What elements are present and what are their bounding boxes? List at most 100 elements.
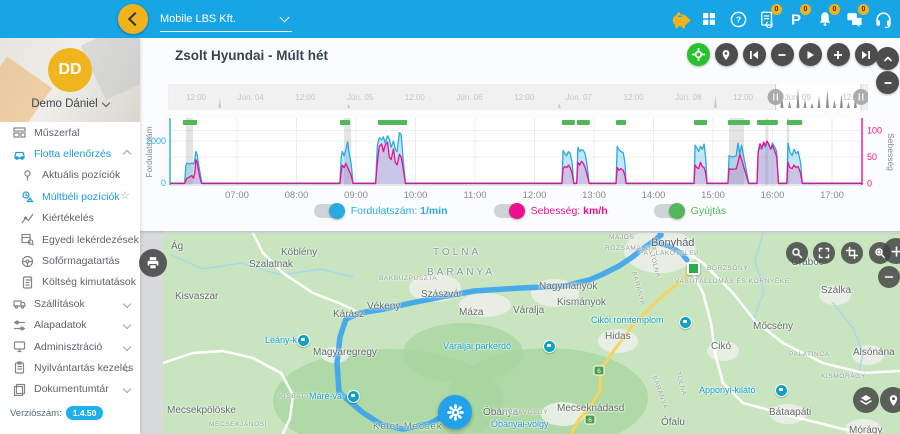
avatar[interactable]: DD	[48, 48, 92, 92]
map-label: PALATINCA	[789, 351, 830, 358]
map-pin-icon	[889, 394, 897, 406]
panel-collapse-button[interactable]	[876, 47, 899, 70]
current-position-icon	[21, 169, 34, 182]
route-polyline[interactable]	[334, 233, 690, 432]
timeline-navigator[interactable]: 12:00 Jún. 04 12:00 Jún. 05 12:00 Jún. 06 12:0…	[168, 84, 868, 110]
sidebar-item-muszerfal[interactable]: Műszerfal	[0, 122, 140, 143]
route-end-marker[interactable]	[687, 262, 700, 275]
sidebar-item-dokumentumtar[interactable]: Dokumentumtár	[0, 379, 140, 400]
sidebar-item-alapadatok[interactable]: Alapadatok	[0, 315, 140, 336]
svg-text:?: ?	[735, 14, 740, 24]
skip-to-end-button[interactable]	[854, 43, 878, 66]
top-bar: Mobile LBS Kft. ? 0 P 0 0 0	[0, 0, 900, 38]
sidebar-item-soformagatartas[interactable]: Sofőrmagatartás	[0, 250, 140, 271]
map-fullscreen-button[interactable]	[813, 242, 835, 264]
chart-panel: Zsolt Hyundai - Múlt hét 12:00 Jún. 04 12:…	[140, 38, 900, 231]
ignition-toggle[interactable]	[653, 203, 685, 219]
sidebar-item-adminisztracio[interactable]: Adminisztráció	[0, 336, 140, 357]
svg-text:6: 6	[588, 417, 592, 424]
map-label: Szalatnak	[249, 259, 293, 270]
chevron-left-icon	[127, 11, 142, 27]
map-label: Leány-kő	[265, 335, 303, 345]
sidebar-item-kiertekeles[interactable]: Kiértékelés	[0, 208, 140, 229]
notifications-button[interactable]: 0	[814, 4, 840, 30]
print-button[interactable]	[139, 249, 167, 277]
sidebar-item-egyedi-lekerdezesek[interactable]: Egyedi lekérdezések	[0, 229, 140, 250]
collapse-sidebar-button[interactable]	[118, 4, 148, 34]
evaluation-icon	[21, 212, 34, 225]
administration-icon	[13, 340, 26, 353]
sidebar-item-szallitasok[interactable]: Szállítások	[0, 293, 140, 314]
x-axis-tick: 07:00	[225, 190, 249, 201]
truck-icon	[13, 297, 26, 310]
user-menu[interactable]: Demo Dániel	[0, 98, 140, 110]
navigator-tick: Jún. 04	[238, 93, 265, 102]
map-zoom-out-button[interactable]	[878, 266, 900, 288]
sidebar-item-aktualis-poziciok[interactable]: Aktuális pozíciók	[0, 165, 140, 186]
sidebar-item-flotta-ellenorzes[interactable]: Flotta ellenőrzés	[0, 143, 140, 164]
road-shield: 6	[593, 365, 605, 376]
panel-minimize-button[interactable]	[876, 71, 899, 94]
documents-badge: 0	[771, 4, 782, 15]
poi-camera-icon[interactable]	[775, 384, 788, 397]
play-button[interactable]	[798, 43, 822, 66]
poi-camera-icon[interactable]	[297, 334, 310, 347]
version-badge: 1.4.50	[65, 406, 104, 420]
apps-grid-button[interactable]	[698, 8, 720, 30]
speed-rpm-chart[interactable]: 07:00 08:00 09:00 10:00 11:00 12:00 13:00 14:00…	[140, 112, 900, 206]
map-label: Mórágy	[849, 425, 883, 434]
sidebar-item-nyilvantartas-kezeles[interactable]: Nyilvántartás kezelés	[0, 357, 140, 378]
poi-camera-icon[interactable]	[347, 390, 360, 403]
chart-legend: Fordulatszám: 1/min Sebesség: km/h Gyújt…	[170, 203, 870, 219]
navigator-tick: 12:00	[733, 93, 754, 102]
plus-icon	[890, 245, 900, 257]
zoom-out-timeline-button[interactable]	[770, 43, 794, 66]
map-label: RÓZSAMALOM	[605, 245, 658, 252]
poi-camera-icon[interactable]	[679, 316, 692, 329]
map-label: KISMÓRÁGY	[821, 373, 866, 380]
map-position-button[interactable]	[880, 387, 900, 413]
svg-text:50: 50	[867, 152, 877, 162]
navigator-handle[interactable]	[767, 89, 784, 105]
piggy-bank-icon	[672, 11, 690, 28]
company-select[interactable]: Mobile LBS Kft.	[160, 7, 292, 32]
map-label: Szászvár	[421, 289, 463, 300]
speed-toggle[interactable]	[493, 203, 525, 219]
zoom-in-timeline-button[interactable]	[826, 43, 850, 66]
support-button[interactable]	[872, 8, 894, 30]
help-button[interactable]: ?	[727, 8, 749, 30]
rpm-toggle[interactable]	[313, 203, 345, 219]
plus-icon	[834, 50, 842, 59]
poi-camera-icon[interactable]	[543, 340, 556, 353]
documents-sync-button[interactable]: 0	[756, 4, 782, 30]
navigator-tick: Jún. 08	[675, 93, 702, 102]
navigator-handle[interactable]	[853, 89, 868, 105]
map-label: Ófalu	[661, 417, 685, 428]
svg-text:Sebesség: Sebesség	[886, 133, 896, 171]
layers-icon	[860, 395, 872, 405]
map-layers-button[interactable]	[853, 387, 879, 413]
map-zoom-search-button[interactable]	[786, 242, 808, 264]
add-marker-button[interactable]	[714, 43, 738, 66]
chevron-up-icon	[883, 56, 892, 61]
x-axis-tick: 10:00	[404, 190, 428, 201]
sidebar-item-multbeli-poziciok[interactable]: Múltbéli pozíciók ☆	[0, 186, 140, 207]
road-shield: 6	[584, 414, 596, 425]
map-zoom-in-button[interactable]	[883, 238, 900, 264]
play-icon	[807, 50, 814, 59]
chevron-down-icon	[101, 98, 110, 108]
company-select-value: Mobile LBS Kft.	[160, 13, 236, 25]
skip-to-start-button[interactable]	[742, 43, 766, 66]
map-crop-button[interactable]	[841, 242, 863, 264]
map-label: Köblény	[281, 247, 318, 258]
messages-button[interactable]: 0	[843, 4, 869, 30]
follow-vehicle-button[interactable]	[686, 43, 710, 66]
map-settings-fab[interactable]	[438, 395, 472, 429]
piggy-bank-button[interactable]	[669, 8, 691, 30]
favorite-star-icon[interactable]: ☆	[120, 190, 130, 203]
parking-badge: 0	[800, 4, 811, 15]
legend-item-speed: Sebesség: km/h	[493, 203, 608, 219]
parking-button[interactable]: P 0	[785, 4, 811, 30]
sidebar-item-koltseg-kimutatasok[interactable]: Költség kimutatások	[0, 272, 140, 293]
